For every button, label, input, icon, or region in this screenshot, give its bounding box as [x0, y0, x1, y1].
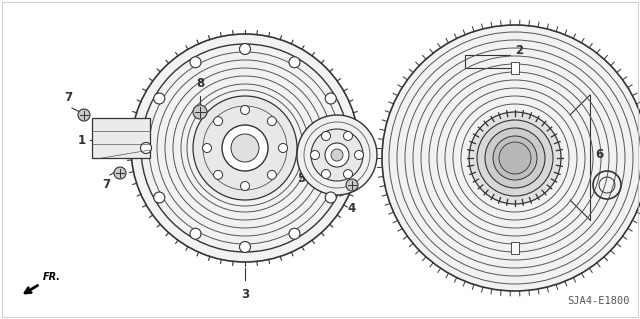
Circle shape [310, 151, 319, 160]
Circle shape [78, 109, 90, 121]
Circle shape [346, 179, 358, 191]
Circle shape [311, 129, 363, 181]
Circle shape [499, 142, 531, 174]
Circle shape [268, 170, 276, 179]
Text: SJA4-E1800: SJA4-E1800 [568, 296, 630, 306]
Circle shape [325, 192, 336, 203]
Circle shape [154, 93, 164, 104]
Circle shape [214, 170, 223, 179]
Circle shape [289, 57, 300, 68]
Circle shape [239, 43, 250, 55]
Circle shape [339, 143, 349, 153]
Circle shape [477, 120, 553, 196]
Circle shape [469, 112, 561, 204]
Circle shape [493, 136, 537, 180]
Circle shape [325, 143, 349, 167]
Circle shape [214, 117, 223, 126]
Circle shape [231, 134, 259, 162]
Text: 3: 3 [241, 288, 249, 301]
Text: 7: 7 [64, 91, 72, 104]
Circle shape [131, 34, 359, 262]
Circle shape [331, 149, 343, 161]
Circle shape [190, 228, 201, 239]
Circle shape [202, 144, 211, 152]
Bar [511, 242, 519, 254]
Circle shape [321, 170, 330, 179]
Circle shape [344, 170, 353, 179]
Circle shape [141, 143, 152, 153]
Circle shape [193, 96, 297, 200]
Circle shape [114, 167, 126, 179]
Circle shape [239, 241, 250, 253]
Text: 2: 2 [515, 43, 523, 56]
Circle shape [190, 57, 201, 68]
Circle shape [325, 93, 336, 104]
Circle shape [241, 106, 250, 115]
Circle shape [355, 151, 364, 160]
Text: 7: 7 [102, 178, 110, 191]
Text: 1: 1 [78, 133, 86, 146]
Text: FR.: FR. [43, 272, 61, 282]
Circle shape [278, 144, 287, 152]
Text: 5: 5 [297, 172, 305, 184]
Bar [511, 62, 519, 74]
Text: 4: 4 [348, 202, 356, 215]
Circle shape [485, 128, 545, 188]
Circle shape [297, 115, 377, 195]
Circle shape [344, 131, 353, 140]
Circle shape [321, 131, 330, 140]
Circle shape [268, 117, 276, 126]
Circle shape [154, 192, 164, 203]
Bar [92, 118, 150, 158]
Circle shape [289, 228, 300, 239]
Text: 6: 6 [595, 149, 604, 161]
Circle shape [193, 105, 207, 119]
Text: 8: 8 [196, 77, 204, 90]
Circle shape [241, 182, 250, 190]
Circle shape [222, 125, 268, 171]
Circle shape [382, 25, 640, 291]
